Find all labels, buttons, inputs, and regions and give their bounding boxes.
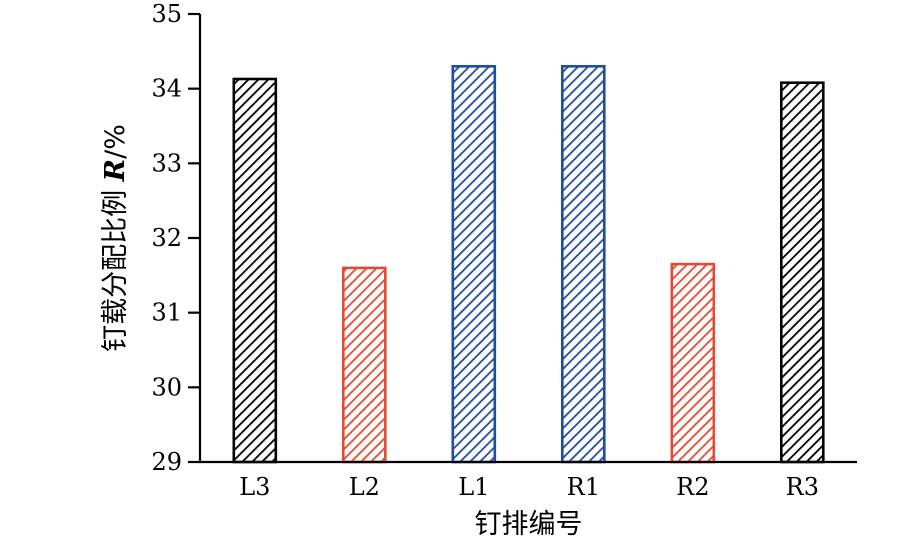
bar-L2 [341,266,387,464]
y-tick-label: 32 [151,224,182,252]
x-tick-label: L1 [458,473,489,501]
y-tick-label: 31 [151,299,182,327]
axes-layer [198,14,857,464]
bar-R1 [560,65,606,464]
y-tick-label: 34 [151,75,182,103]
x-ticks: L3 L2 L1 R1 R2 R3 [239,473,819,501]
bar-R2 [670,262,716,464]
bar-L3 [232,77,278,464]
x-tick-label: R2 [676,473,709,501]
y-axis-title-variable: R [100,159,131,182]
y-tick-label: 29 [151,448,182,476]
x-tick-label: L2 [349,473,380,501]
y-axis-title-unit: /% [100,124,131,159]
x-tick-label: R1 [567,473,600,501]
bars-layer [232,65,825,464]
axis-frame [198,14,857,464]
y-tick-label: 30 [151,373,182,401]
bar-L1 [451,65,497,464]
y-tick-label: 33 [151,149,182,177]
y-axis-title-text: 钉载分配比例 [100,181,131,352]
x-tick-label: L3 [239,473,270,501]
y-tick-label: 35 [151,0,182,28]
bar-R3 [779,81,825,464]
x-axis-title: 钉排编号 [475,509,583,540]
y-axis-title: 钉载分配比例 R/% [100,124,131,352]
y-ticks: 29 30 31 32 33 34 35 [151,0,200,476]
x-tick-label: R3 [786,473,819,501]
